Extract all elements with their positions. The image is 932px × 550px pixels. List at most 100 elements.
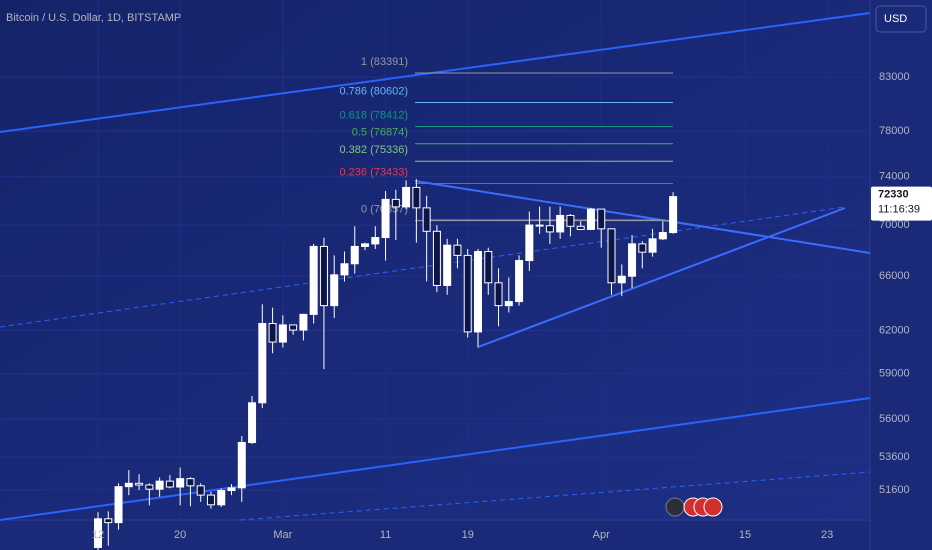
candle-body bbox=[556, 214, 565, 233]
event-icon[interactable] bbox=[703, 497, 723, 517]
candle-body bbox=[94, 518, 102, 548]
candle-body bbox=[258, 323, 267, 404]
candle-body bbox=[330, 274, 339, 307]
candle-body bbox=[607, 228, 616, 284]
y-tick-label: 78000 bbox=[879, 125, 910, 137]
candle-body bbox=[576, 225, 585, 230]
candle-body bbox=[217, 490, 226, 506]
candle-body bbox=[669, 196, 678, 234]
candle-body bbox=[515, 260, 524, 303]
candle-body bbox=[135, 482, 144, 486]
candle-body bbox=[165, 480, 174, 488]
candle-body bbox=[422, 207, 431, 232]
candle-body bbox=[206, 494, 215, 506]
fib-level-label: 0.236 (73433) bbox=[340, 166, 409, 178]
x-tick-label: 20 bbox=[174, 529, 186, 541]
fibonacci: 1 (83391) 0.786 (80602) 0.618 (78412) 0.5 (… bbox=[340, 56, 673, 222]
event-icons bbox=[665, 497, 723, 517]
candle-body bbox=[268, 323, 277, 343]
candle-body bbox=[545, 225, 554, 233]
x-tick-label: 19 bbox=[462, 529, 474, 541]
candle-body bbox=[638, 243, 647, 253]
candle-body bbox=[196, 485, 205, 496]
candle-body bbox=[525, 224, 534, 262]
candle-body bbox=[453, 244, 462, 256]
candle-body bbox=[473, 251, 482, 333]
candle-body bbox=[402, 186, 411, 208]
x-tick-label: 12 bbox=[92, 529, 104, 541]
candle-body bbox=[124, 482, 133, 488]
candle-body bbox=[484, 251, 493, 284]
y-tick-label: 70000 bbox=[879, 219, 910, 231]
candle-body bbox=[494, 282, 503, 307]
candle-body bbox=[648, 238, 657, 253]
candle-body bbox=[432, 230, 441, 286]
y-tick-label: 53600 bbox=[879, 451, 910, 463]
y-tick-label: 56000 bbox=[879, 413, 910, 425]
candle-body bbox=[617, 275, 626, 284]
y-tick-label: 74000 bbox=[879, 171, 910, 183]
candle-body bbox=[309, 245, 318, 315]
candle-body bbox=[155, 480, 164, 490]
candle-body bbox=[104, 518, 113, 524]
candle-body bbox=[237, 442, 246, 489]
candle-body bbox=[278, 324, 287, 343]
candle-body bbox=[186, 478, 195, 487]
candle-body bbox=[248, 402, 257, 444]
triangle-lower bbox=[477, 207, 846, 348]
price-axis-background bbox=[870, 0, 932, 550]
channel-lower bbox=[0, 397, 871, 521]
axes: 51600 53600 56000 59000 62000 66000 70000 74000… bbox=[92, 71, 932, 541]
fib-level-label: 0.618 (78412) bbox=[340, 109, 409, 121]
x-tick-label: 23 bbox=[821, 529, 833, 541]
x-tick-label: 15 bbox=[739, 529, 751, 541]
candle-body bbox=[176, 478, 185, 488]
x-tick-label: Apr bbox=[593, 529, 610, 541]
candle-body bbox=[504, 301, 513, 307]
fib-level-label: 0.786 (80602) bbox=[340, 85, 409, 97]
candle-body bbox=[289, 324, 298, 331]
candle-body bbox=[371, 237, 380, 245]
candle-body bbox=[145, 484, 154, 490]
candle-body bbox=[463, 254, 472, 333]
candles bbox=[94, 179, 678, 550]
candle-body bbox=[350, 245, 359, 265]
candle-body bbox=[535, 224, 544, 227]
candle-body bbox=[381, 198, 390, 239]
y-tick-label: 83000 bbox=[879, 71, 910, 83]
channel-mid-lower bbox=[239, 471, 871, 521]
countdown-label: 11:16:39 bbox=[878, 204, 920, 216]
candle-body bbox=[658, 232, 667, 240]
candle-body bbox=[391, 198, 400, 208]
y-tick-label: 66000 bbox=[879, 270, 910, 282]
fib-level-label: 1 (83391) bbox=[361, 56, 408, 68]
currency-label[interactable]: USD bbox=[884, 13, 907, 25]
currency-button[interactable] bbox=[875, 5, 927, 33]
time-axis-background bbox=[0, 520, 870, 550]
x-tick-label: 11 bbox=[380, 529, 391, 541]
last-price-background bbox=[871, 186, 932, 221]
fib-level-label: 0.5 (76874) bbox=[352, 127, 408, 139]
candle-body bbox=[319, 245, 328, 307]
event-icon[interactable] bbox=[665, 497, 685, 517]
candle-body bbox=[628, 243, 637, 277]
candle-body bbox=[443, 244, 452, 286]
candle-body bbox=[340, 263, 349, 276]
y-tick-label: 51600 bbox=[879, 484, 910, 496]
candle-body bbox=[361, 243, 370, 247]
triangle-upper bbox=[414, 180, 871, 254]
candle-body bbox=[299, 313, 308, 331]
last-price-label: 72330 bbox=[878, 189, 909, 201]
y-tick-label: 62000 bbox=[879, 324, 910, 336]
candle-body bbox=[412, 186, 421, 209]
candle-body bbox=[586, 208, 595, 230]
y-tick-label: 59000 bbox=[879, 367, 910, 379]
candle-body bbox=[114, 486, 123, 524]
candle-body bbox=[597, 208, 606, 230]
fib-level-label: 0.382 (75336) bbox=[340, 144, 409, 156]
chart-title: Bitcoin / U.S. Dollar, 1D, BITSTAMP bbox=[6, 12, 181, 24]
candle-body bbox=[227, 487, 236, 492]
candle-body bbox=[566, 214, 575, 227]
